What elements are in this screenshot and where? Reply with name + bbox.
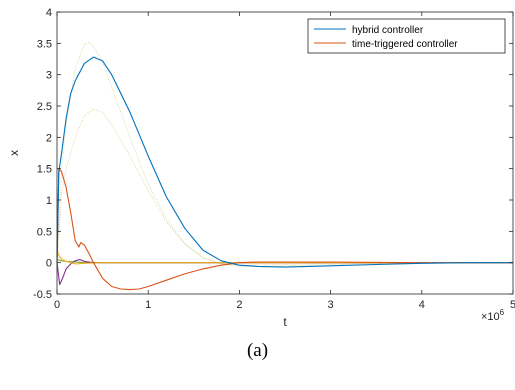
x-exponent-power: 6 (500, 308, 505, 317)
x-tick-label: 2 (236, 299, 242, 311)
series-line-0 (56, 56, 513, 268)
legend-box (307, 18, 506, 54)
x-tick-label: 5 (510, 299, 515, 311)
series-line-6 (56, 108, 514, 266)
series-line-2 (56, 249, 513, 265)
y-tick-label: 0 (46, 258, 52, 270)
y-tick-label: -0.5 (33, 289, 52, 301)
x-exponent-base: ×10 (481, 311, 500, 323)
y-tick-label: 3 (46, 70, 52, 82)
ticks-layer: 0 1 2 3 4 5-0.500.511.522.533.54 (33, 7, 515, 311)
y-tick-label: 4 (46, 7, 52, 19)
y-tick-label: 1 (46, 195, 52, 207)
y-axis-label: x (7, 150, 21, 156)
figure-caption: (a) (246, 340, 269, 361)
x-axis-label: t (283, 315, 287, 329)
axes-frame (56, 11, 514, 295)
legend: hybrid controller time-triggered control… (307, 18, 506, 54)
series-line-1 (56, 168, 513, 291)
series-layer (56, 41, 514, 291)
series-line-5 (56, 41, 513, 267)
legend-entry-hybrid-controller: hybrid controller (352, 25, 424, 36)
x-tick-label: 3 (328, 299, 334, 311)
y-tick-label: 1.5 (37, 164, 52, 176)
y-tick-label: 0.5 (37, 226, 52, 238)
legend-entry-time-triggered-controller: time-triggered controller (352, 39, 458, 50)
x-tick-label: 4 (419, 299, 425, 311)
x-tick-label: 0 (54, 299, 60, 311)
x-axis-exponent: ×106 (481, 308, 505, 323)
x-tick-label: 1 (145, 299, 151, 311)
axes-box (57, 12, 513, 294)
line-chart: 0 1 2 3 4 5-0.500.511.522.533.54 t x ×106 hyb… (7, 7, 515, 329)
y-tick-label: 2.5 (37, 101, 52, 113)
plot-area: 0 1 2 3 4 5-0.500.511.522.533.54 (33, 7, 515, 311)
y-tick-label: 2 (46, 132, 52, 144)
y-tick-label: 3.5 (37, 38, 52, 50)
